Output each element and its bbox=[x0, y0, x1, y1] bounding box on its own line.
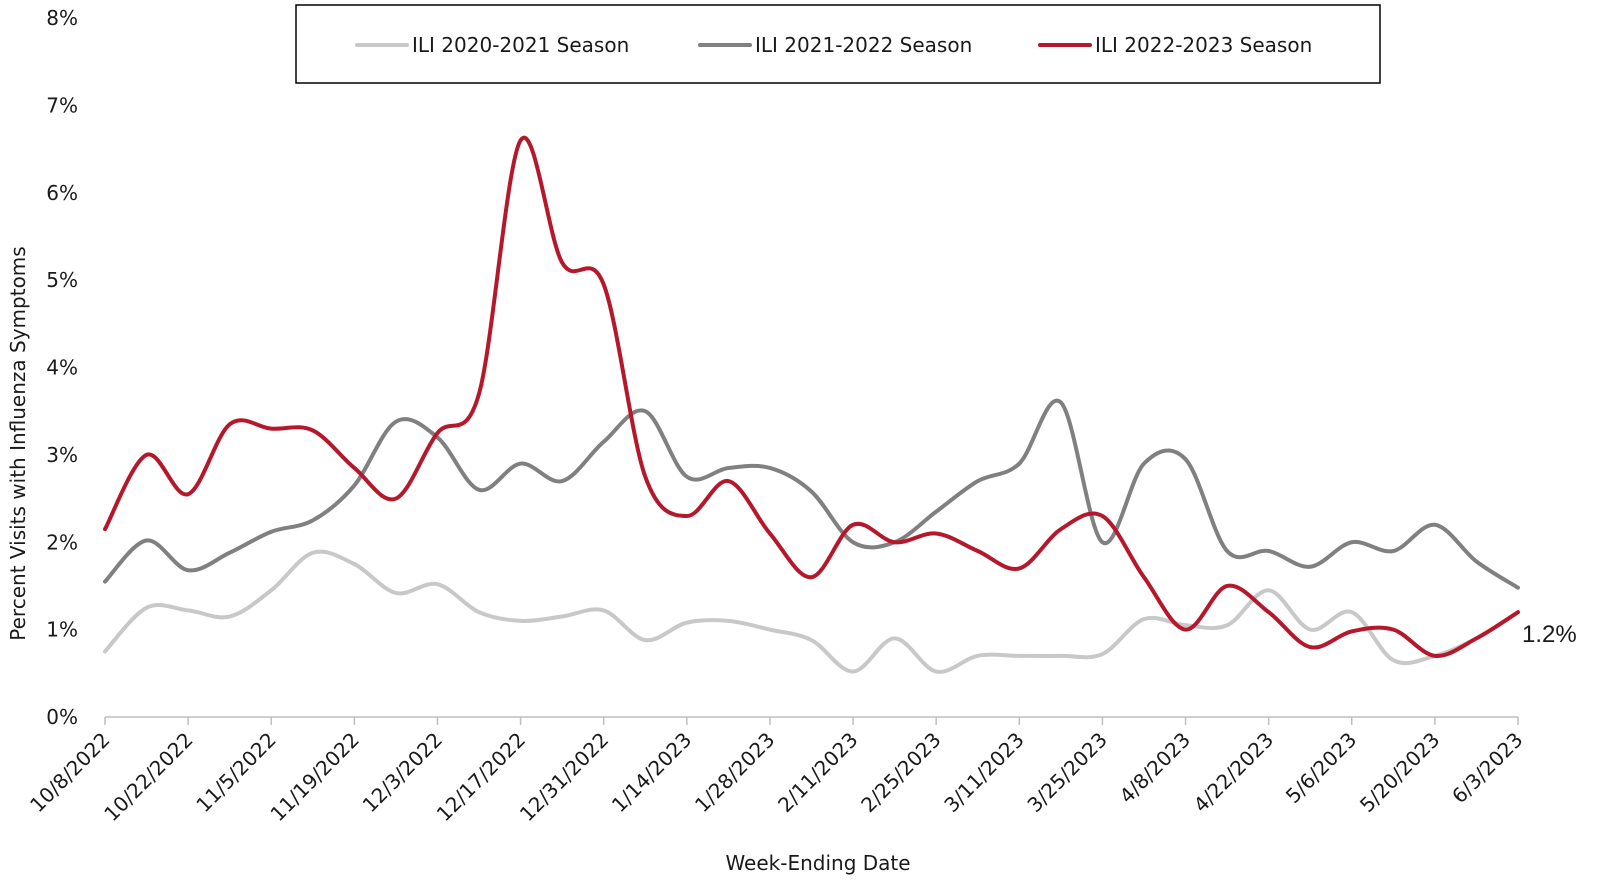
x-tick-label: 10/8/2022 bbox=[25, 728, 114, 817]
x-tick-label: 10/22/2022 bbox=[99, 728, 197, 826]
series-line-2 bbox=[103, 398, 1520, 590]
x-axis: 10/8/202210/22/202211/5/202211/19/202212… bbox=[25, 717, 1528, 826]
y-tick-label: 2% bbox=[46, 530, 78, 554]
y-tick-label: 6% bbox=[46, 181, 78, 205]
x-tick-label: 4/8/2023 bbox=[1115, 728, 1195, 808]
x-tick-label: 3/25/2023 bbox=[1022, 728, 1111, 817]
y-tick-label: 7% bbox=[46, 93, 78, 117]
y-tick-label: 0% bbox=[46, 705, 78, 729]
x-tick-label: 6/3/2023 bbox=[1447, 728, 1527, 808]
series-line-3 bbox=[103, 135, 1520, 658]
y-axis-title: Percent Visits with Influenza Symptoms bbox=[6, 246, 30, 640]
legend: ILI 2020-2021 Season ILI 2021-2022 Season… bbox=[295, 4, 1381, 84]
x-tick-label: 11/5/2022 bbox=[191, 728, 280, 817]
series-line-1 bbox=[103, 549, 1520, 674]
x-axis-title: Week-Ending Date bbox=[725, 851, 910, 875]
x-tick-label: 5/6/2023 bbox=[1281, 728, 1361, 808]
y-tick-label: 1% bbox=[46, 618, 78, 642]
x-tick-label: 1/14/2023 bbox=[607, 728, 696, 817]
legend-label: ILI 2021-2022 Season bbox=[755, 33, 972, 57]
legend-box bbox=[295, 4, 1381, 84]
y-tick-label: 5% bbox=[46, 268, 78, 292]
y-tick-label: 4% bbox=[46, 356, 78, 380]
series-group bbox=[103, 135, 1520, 674]
x-tick-label: 12/31/2022 bbox=[515, 728, 613, 826]
x-tick-label: 12/3/2022 bbox=[358, 728, 447, 817]
x-tick-label: 12/17/2022 bbox=[432, 728, 530, 826]
x-tick-label: 5/20/2023 bbox=[1355, 728, 1444, 817]
x-tick-label: 2/25/2023 bbox=[856, 728, 945, 817]
end-value-label: 1.2% bbox=[1522, 621, 1577, 648]
x-tick-label: 2/11/2023 bbox=[773, 728, 862, 817]
x-tick-label: 1/28/2023 bbox=[690, 728, 779, 817]
y-tick-label: 3% bbox=[46, 443, 78, 467]
x-tick-label: 4/22/2023 bbox=[1189, 728, 1278, 817]
x-tick-label: 11/19/2022 bbox=[265, 728, 363, 826]
x-tick-label: 3/11/2023 bbox=[939, 728, 1028, 817]
y-tick-label: 8% bbox=[46, 6, 78, 30]
legend-label: ILI 2020-2021 Season bbox=[412, 33, 629, 57]
legend-label: ILI 2022-2023 Season bbox=[1095, 33, 1312, 57]
y-axis: 0% 1% 2% 3% 4% 5% 6% 7% 8% bbox=[46, 6, 78, 729]
